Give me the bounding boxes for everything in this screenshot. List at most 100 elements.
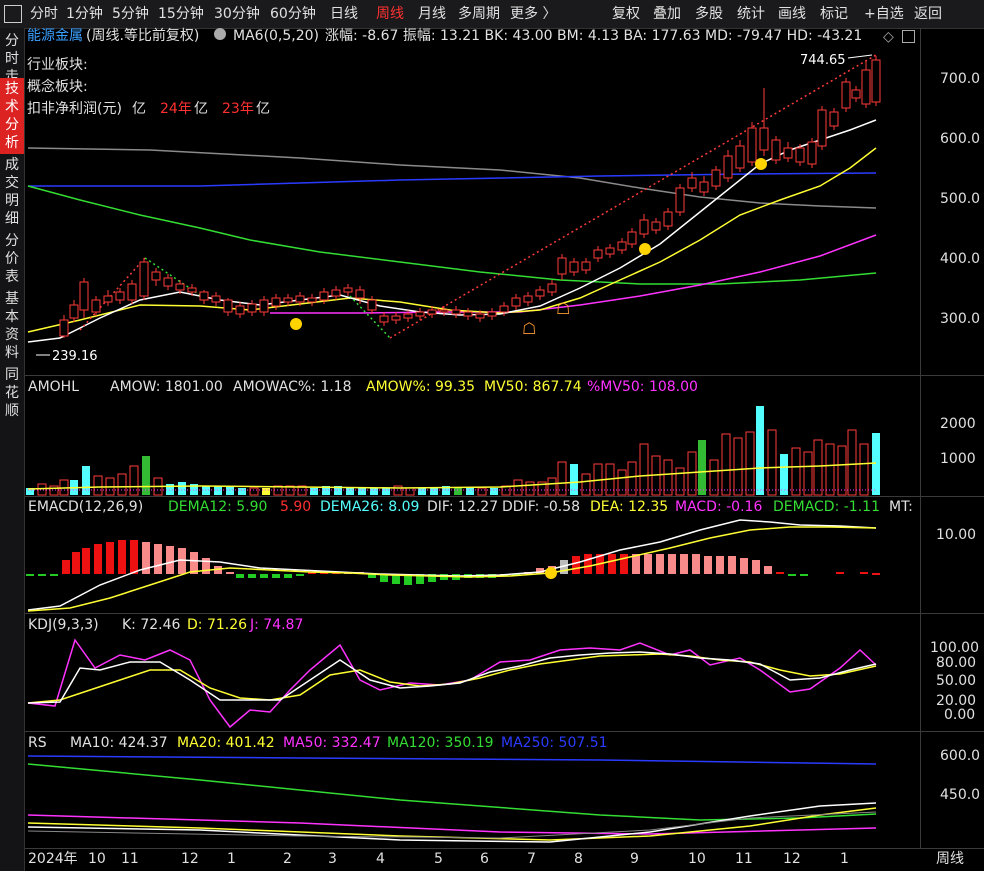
tab-30min[interactable]: 30分钟 — [214, 6, 260, 22]
expand-icon[interactable] — [902, 30, 915, 43]
candle-body — [271, 297, 281, 307]
sidebar-item-trades[interactable]: 成交明细 — [5, 157, 19, 227]
volume-bar — [226, 486, 234, 495]
indicator-settings-icon[interactable] — [214, 28, 226, 40]
volume-bar — [756, 406, 764, 495]
candle-body — [795, 147, 805, 163]
candle-body — [463, 311, 473, 317]
sidebar-item-profile[interactable]: 基本资料 — [5, 291, 19, 361]
signal-dot — [290, 318, 302, 330]
volume-bar — [202, 486, 210, 495]
volume-bar — [370, 488, 378, 495]
rs-title: RS — [28, 735, 47, 751]
multi-stock-button[interactable]: 多股 — [695, 6, 723, 22]
volume-bar — [297, 485, 307, 496]
rs-ma10-value: MA10: 424.37 — [70, 735, 168, 751]
candle-body — [663, 211, 673, 227]
rs-ma120-line — [27, 763, 877, 821]
adjust-button[interactable]: 复权 — [612, 6, 640, 22]
toolbar-grid-icon[interactable] — [4, 5, 22, 23]
candle-body — [605, 247, 615, 255]
volume-bar — [675, 467, 685, 496]
panel-divider — [25, 375, 984, 376]
macd-bar — [202, 558, 210, 574]
ma-magenta-line — [270, 234, 877, 314]
tab-intraday[interactable]: 分时 — [30, 6, 58, 22]
candle-body — [79, 281, 89, 311]
draw-button[interactable]: 画线 — [778, 6, 806, 22]
candle-body — [861, 69, 871, 105]
trend-line-red-dotted — [389, 54, 877, 339]
macd-bar — [692, 554, 700, 574]
volume-bar — [442, 486, 450, 495]
stock-name[interactable]: 能源金属 — [27, 28, 83, 44]
tab-60min[interactable]: 60分钟 — [270, 6, 316, 22]
candle-body — [379, 315, 389, 323]
candle-body — [283, 297, 293, 303]
macd-bar — [548, 566, 556, 574]
volume-bar — [382, 488, 390, 495]
panel-divider — [25, 848, 984, 849]
volume-bar — [166, 484, 174, 495]
candle-body — [187, 287, 197, 293]
macd-bar — [680, 554, 688, 574]
stats-button[interactable]: 统计 — [737, 6, 765, 22]
macd-bar — [296, 574, 304, 576]
candle-body — [711, 169, 721, 187]
price-tick: 500.0 — [940, 191, 981, 207]
macd-bar — [716, 556, 724, 574]
profit-value-23: 亿 — [256, 101, 270, 117]
overlay-button[interactable]: 叠加 — [653, 6, 681, 22]
candle-body — [295, 295, 305, 303]
volume-bar — [859, 443, 869, 496]
rs-ma20-value: MA20: 401.42 — [177, 735, 275, 751]
emacd-dif-line — [27, 519, 877, 611]
sidebar-item-technical[interactable]: 技术分析 — [0, 78, 24, 154]
signal-dot — [639, 243, 651, 255]
macd-bar — [284, 574, 292, 578]
tab-multi-period[interactable]: 多周期 — [458, 6, 500, 22]
ma-blue-line — [28, 172, 877, 187]
sidebar-item-ths[interactable]: 同花顺 — [5, 367, 19, 419]
candle-body — [211, 295, 221, 303]
industry-label: 行业板块: — [27, 57, 88, 73]
back-button[interactable]: 返回 — [914, 6, 942, 22]
candle-body — [759, 127, 769, 151]
dema26-value: DEMA26: 8.09 — [320, 499, 420, 515]
profit-year-24: 24年 — [160, 101, 192, 117]
macd-bar — [488, 574, 496, 578]
macd-bar — [226, 572, 234, 574]
macd-bar — [166, 546, 174, 574]
tab-5min[interactable]: 5分钟 — [112, 6, 149, 22]
price-stats: 涨幅: -8.67 振幅: 13.21 BK: 43.00 BM: 4.13 B… — [325, 28, 863, 44]
candle-body — [851, 89, 861, 99]
price-tick: 300.0 — [940, 311, 981, 327]
kdj-tick: 100.00 — [930, 640, 979, 656]
tab-1min[interactable]: 1分钟 — [66, 6, 103, 22]
macd-bar — [596, 554, 604, 574]
panel-divider — [25, 731, 984, 732]
candle-body — [103, 295, 113, 303]
tab-daily[interactable]: 日线 — [330, 6, 358, 22]
tab-weekly[interactable]: 周线 — [376, 6, 404, 22]
tab-15min[interactable]: 15分钟 — [158, 6, 204, 22]
x-axis-label: 1 — [227, 851, 236, 867]
emacd-title: EMACD(12,26,9) — [28, 499, 144, 515]
more-button[interactable]: 更多 〉 — [510, 6, 557, 22]
sidebar-item-price-table[interactable]: 分价表 — [5, 233, 19, 285]
candle-body — [557, 257, 567, 275]
macd-bar — [656, 554, 664, 574]
kdj-title: KDJ(9,3,3) — [28, 617, 99, 633]
mark-button[interactable]: 标记 — [820, 6, 848, 22]
candle-body — [69, 304, 79, 319]
price-tick: 700.0 — [940, 71, 981, 87]
x-axis-label: 11 — [735, 851, 753, 867]
x-axis-label: 2 — [283, 851, 292, 867]
macd-bar — [178, 548, 186, 574]
x-axis-label: 5 — [434, 851, 443, 867]
collapse-icon[interactable]: ◇ — [883, 29, 894, 45]
add-watchlist-button[interactable]: +自选 — [864, 6, 904, 22]
tab-monthly[interactable]: 月线 — [418, 6, 446, 22]
candles — [59, 56, 881, 338]
volume-bar — [70, 480, 78, 495]
